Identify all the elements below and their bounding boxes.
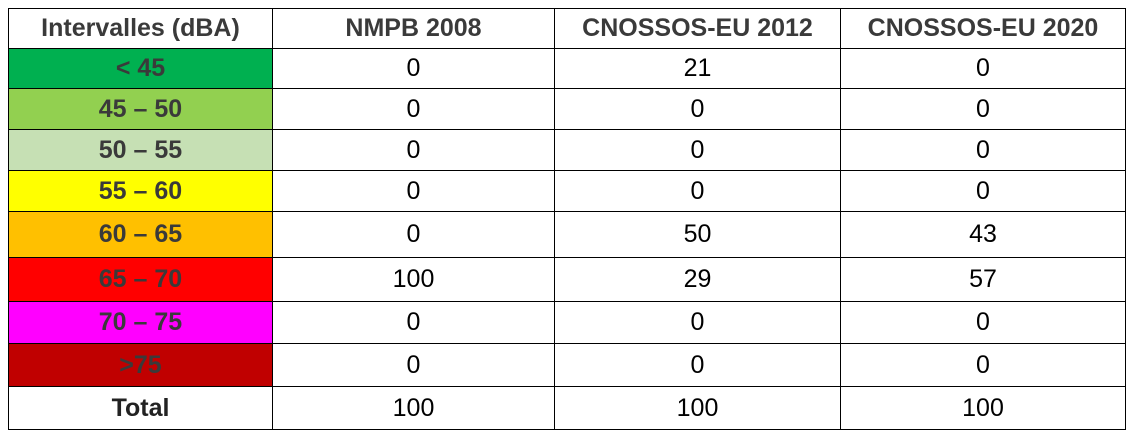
value-cell: 0	[840, 48, 1126, 89]
header-cell: CNOSSOS-EU 2020	[840, 8, 1126, 49]
interval-label: 55 – 60	[8, 170, 273, 212]
value-cell: 50	[554, 211, 841, 258]
interval-label: 45 – 50	[8, 88, 273, 130]
value-cell: 0	[554, 88, 841, 130]
table-row: < 45 0 21 0	[8, 48, 1126, 89]
value-cell: 0	[554, 343, 841, 387]
value-cell: 0	[554, 301, 841, 344]
value-cell: 57	[840, 257, 1126, 302]
value-cell: 0	[272, 211, 555, 258]
value-cell: 0	[840, 343, 1126, 387]
value-cell: 0	[840, 88, 1126, 130]
value-cell: 0	[840, 301, 1126, 344]
noise-table: Intervalles (dBA) NMPB 2008 CNOSSOS-EU 201…	[8, 8, 1126, 430]
value-cell: 100	[272, 257, 555, 302]
table-row: 70 – 75 0 0 0	[8, 301, 1126, 344]
interval-label: 50 – 55	[8, 129, 273, 171]
table-row: 60 – 65 0 50 43	[8, 211, 1126, 258]
total-cell: 100	[272, 386, 555, 430]
header-row: Intervalles (dBA) NMPB 2008 CNOSSOS-EU 201…	[8, 8, 1126, 49]
total-label: Total	[8, 386, 273, 430]
total-cell: 100	[554, 386, 841, 430]
interval-label: 70 – 75	[8, 301, 273, 344]
table-body: < 45 0 21 0 45 – 50 0 0 0 50 – 55 0 0 0 55 – 60 0 0 0 60…	[8, 48, 1126, 430]
value-cell: 0	[272, 88, 555, 130]
value-cell: 0	[272, 48, 555, 89]
value-cell: 0	[554, 170, 841, 212]
interval-label: 65 – 70	[8, 257, 273, 302]
table-row: 50 – 55 0 0 0	[8, 129, 1126, 171]
value-cell: 0	[272, 301, 555, 344]
value-cell: 0	[840, 129, 1126, 171]
value-cell: 0	[272, 343, 555, 387]
value-cell: 0	[840, 170, 1126, 212]
table-row: 55 – 60 0 0 0	[8, 170, 1126, 212]
interval-label: >75	[8, 343, 273, 387]
value-cell: 0	[554, 129, 841, 171]
interval-label: < 45	[8, 48, 273, 89]
value-cell: 0	[272, 129, 555, 171]
header-cell: CNOSSOS-EU 2012	[554, 8, 841, 49]
header-cell: NMPB 2008	[272, 8, 555, 49]
header-cell: Intervalles (dBA)	[8, 8, 273, 49]
value-cell: 0	[272, 170, 555, 212]
table-row: >75 0 0 0	[8, 343, 1126, 387]
value-cell: 29	[554, 257, 841, 302]
total-row: Total 100 100 100	[8, 386, 1126, 430]
value-cell: 21	[554, 48, 841, 89]
table-row: 65 – 70 100 29 57	[8, 257, 1126, 302]
interval-label: 60 – 65	[8, 211, 273, 258]
value-cell: 43	[840, 211, 1126, 258]
table-row: 45 – 50 0 0 0	[8, 88, 1126, 130]
total-cell: 100	[840, 386, 1126, 430]
